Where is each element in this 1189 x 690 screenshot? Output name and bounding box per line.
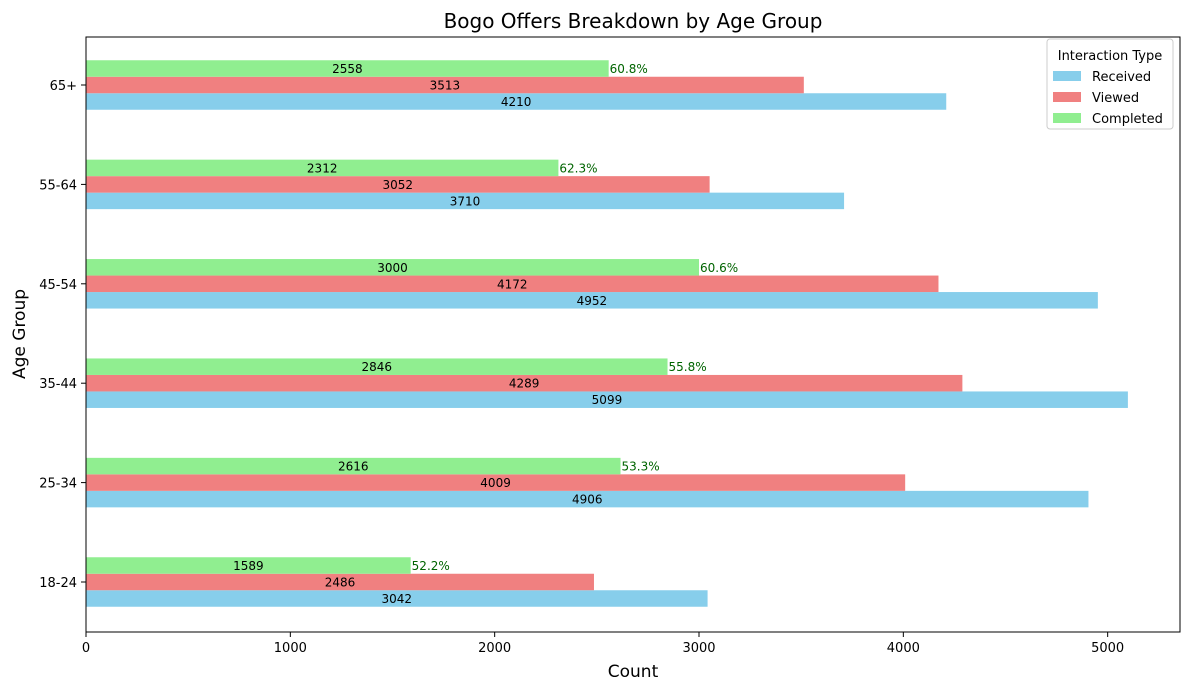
completion-rate-label: 53.3%	[622, 460, 660, 474]
legend: Interaction Type Received Viewed Completed	[1046, 38, 1174, 130]
legend-label-completed: Completed	[1092, 112, 1163, 127]
bar-value-label: 4952	[577, 294, 608, 308]
x-tick-label: 1000	[274, 641, 307, 656]
bar-viewed-65+	[86, 76, 804, 94]
bar-viewed-55-64	[86, 176, 710, 193]
x-axis-label: Count	[608, 662, 659, 682]
bar-value-label: 2312	[307, 161, 338, 175]
bar-value-label: 4906	[572, 493, 603, 507]
bars-layer	[86, 60, 1128, 607]
bar-value-label: 4009	[480, 476, 511, 490]
bar-received-45-54	[86, 292, 1098, 309]
bar-labels-layer: 3042 4906 5099 4952 3710 4210 2486 4009 4289 4172…	[233, 62, 738, 606]
bar-completed-55-64	[86, 159, 559, 177]
bar-received-25-34	[86, 490, 1089, 508]
axes-layer: 0 1000 2000 3000 4000 5000 18-24 25-34 35-44 45-5…	[39, 36, 1181, 656]
y-axis-label: Age Group	[10, 289, 30, 379]
bar-completed-45-54	[86, 259, 699, 276]
x-tick-label: 4000	[887, 641, 920, 656]
legend-swatch-viewed	[1053, 92, 1081, 102]
bar-viewed-35-44	[86, 374, 963, 392]
bar-value-label: 2846	[361, 360, 392, 374]
y-tick-label: 18-24	[39, 576, 77, 591]
bar-value-label: 5099	[592, 393, 623, 407]
plot-frame	[85, 36, 1181, 633]
bar-received-65+	[86, 93, 947, 110]
bar-received-55-64	[86, 192, 845, 210]
bar-value-label: 3513	[430, 79, 461, 93]
bar-value-label: 2616	[338, 460, 369, 474]
legend-title: Interaction Type	[1058, 49, 1163, 64]
bar-value-label: 4210	[501, 95, 532, 109]
bar-completed-25-34	[86, 457, 621, 475]
bar-value-label: 3710	[450, 194, 481, 208]
completion-rate-label: 52.2%	[412, 559, 450, 573]
y-tick-label: 45-54	[39, 278, 77, 293]
x-tick-label: 5000	[1091, 641, 1124, 656]
completion-rate-label: 60.6%	[700, 261, 738, 275]
chart-title: Bogo Offers Breakdown by Age Group	[444, 9, 823, 33]
x-tick-label: 2000	[478, 641, 511, 656]
bar-value-label: 1589	[233, 559, 264, 573]
completion-rate-label: 60.8%	[610, 62, 648, 76]
bar-value-label: 2486	[325, 576, 356, 590]
legend-label-viewed: Viewed	[1092, 91, 1139, 106]
bar-value-label: 3052	[383, 178, 414, 192]
y-tick-label: 55-64	[39, 178, 77, 193]
bar-viewed-25-34	[86, 474, 906, 491]
bar-value-label: 4172	[497, 277, 528, 291]
x-tick-label: 0	[82, 641, 90, 656]
completion-rate-label: 62.3%	[559, 161, 597, 175]
bar-completed-65+	[86, 60, 609, 77]
legend-label-received: Received	[1092, 70, 1151, 85]
bar-value-label: 3042	[382, 592, 413, 606]
bar-viewed-18-24	[86, 573, 594, 591]
legend-frame	[1046, 38, 1174, 130]
legend-swatch-completed	[1053, 113, 1081, 123]
bar-received-18-24	[86, 590, 708, 607]
bar-value-label: 2558	[332, 62, 363, 76]
legend-entries: Received Viewed Completed	[1053, 70, 1163, 127]
legend-swatch-received	[1053, 71, 1081, 81]
y-tick-label: 35-44	[39, 377, 77, 392]
bar-completed-18-24	[86, 557, 411, 574]
bar-completed-35-44	[86, 358, 668, 375]
bar-received-35-44	[86, 391, 1128, 408]
y-tick-label: 65+	[50, 79, 77, 94]
completion-rate-label: 55.8%	[669, 360, 707, 374]
bar-value-label: 3000	[377, 261, 408, 275]
bar-viewed-45-54	[86, 275, 939, 293]
y-tick-label: 25-34	[39, 477, 77, 492]
x-tick-label: 3000	[682, 641, 715, 656]
bar-value-label: 4289	[509, 377, 540, 391]
